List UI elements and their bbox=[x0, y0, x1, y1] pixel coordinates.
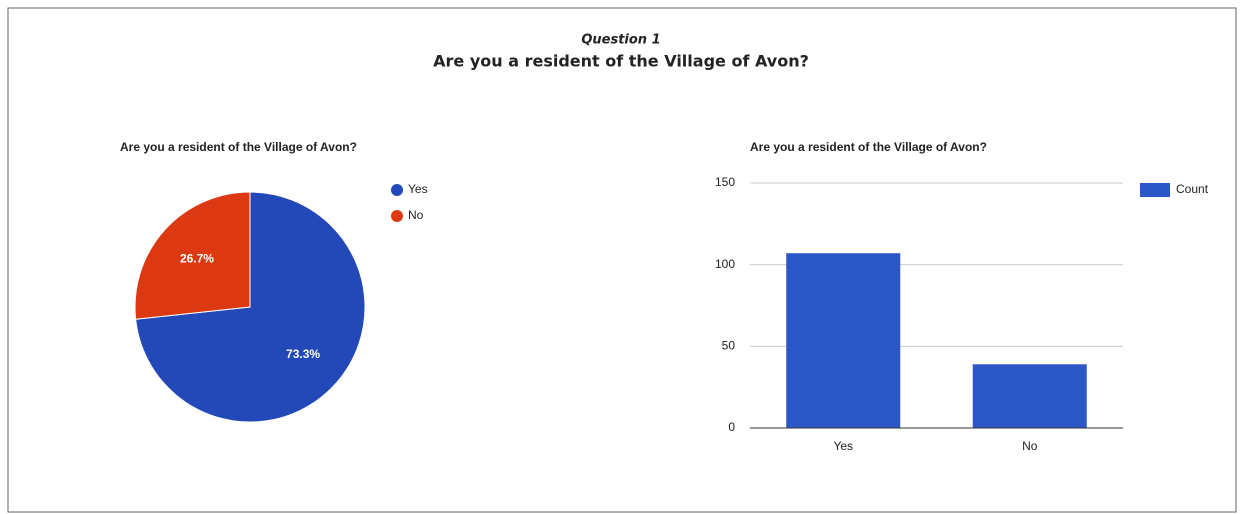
bar bbox=[972, 364, 1087, 428]
chart-title: Are you a resident of the Village of Avo… bbox=[750, 140, 987, 154]
legend-swatch bbox=[391, 210, 403, 222]
legend-swatch bbox=[391, 184, 403, 196]
y-tick-label: 150 bbox=[715, 175, 735, 189]
legend-label: No bbox=[408, 208, 424, 222]
bar bbox=[786, 253, 901, 428]
question-title: Are you a resident of the Village of Avo… bbox=[433, 52, 809, 71]
y-tick-label: 50 bbox=[722, 339, 736, 353]
legend-swatch bbox=[1140, 183, 1170, 197]
question-label: Question 1 bbox=[581, 33, 660, 48]
x-tick-label: Yes bbox=[833, 439, 853, 453]
slice-label: 26.7% bbox=[180, 252, 214, 266]
legend-label: Yes bbox=[408, 182, 428, 196]
chart-title: Are you a resident of the Village of Avo… bbox=[120, 140, 357, 154]
slice-label: 73.3% bbox=[286, 347, 320, 361]
y-tick-label: 0 bbox=[728, 420, 735, 434]
x-tick-label: No bbox=[1022, 439, 1038, 453]
y-tick-label: 100 bbox=[715, 257, 735, 271]
pie-slice bbox=[134, 191, 251, 320]
legend-label: Count bbox=[1176, 182, 1209, 196]
